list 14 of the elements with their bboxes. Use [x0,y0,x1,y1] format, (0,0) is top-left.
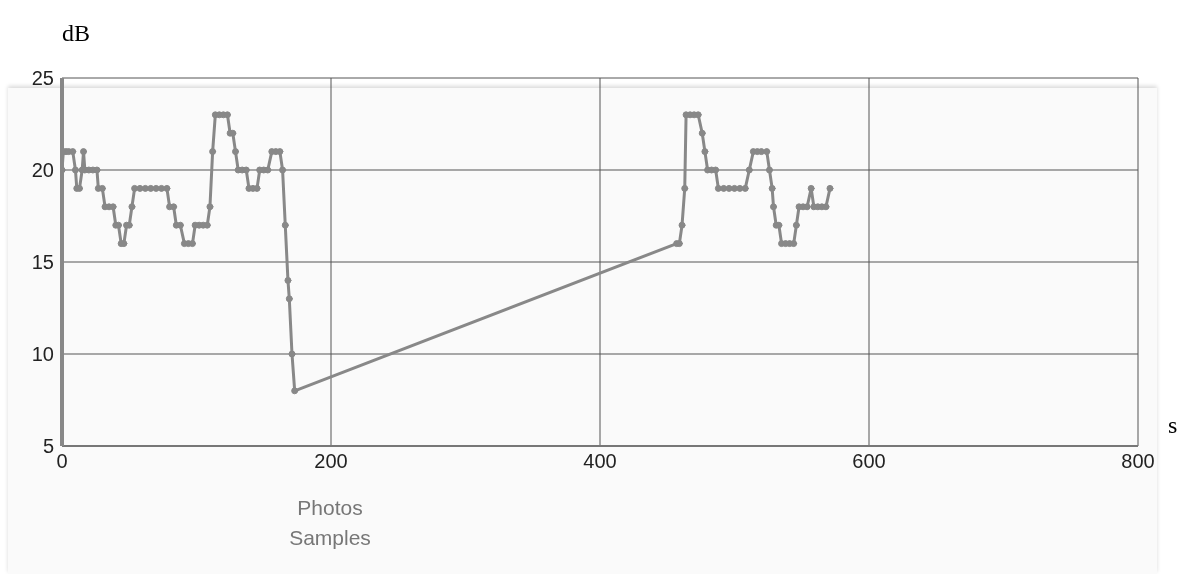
text: Photos [296,496,364,520]
x-axis-title: s [1168,412,1178,439]
y-tick-label: 20 [31,159,54,182]
x-tick-label: 200 [314,450,348,473]
y-tick-label: 15 [31,251,54,274]
x-tick-label: 400 [583,450,617,473]
x-tick-label: 800 [1121,450,1155,473]
x-tick-label: 600 [852,450,886,473]
text: Samples [288,526,372,550]
y-tick-label: 25 [31,67,54,90]
y-tick-label: 10 [31,343,54,366]
y-tick-label: 5 [42,435,54,458]
y-axis-title: dB [62,20,91,47]
x-tick-label: 0 [56,450,68,473]
